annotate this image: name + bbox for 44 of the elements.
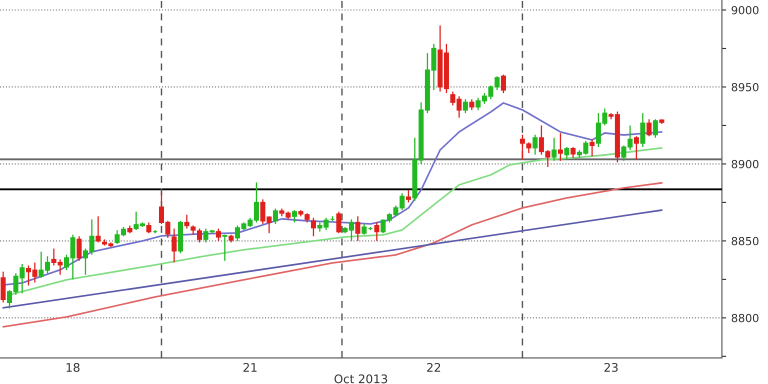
candlestick <box>76 236 82 262</box>
candlestick <box>640 112 646 148</box>
candlestick <box>532 134 538 156</box>
candlestick <box>222 234 228 262</box>
candlestick <box>190 224 196 236</box>
candlestick <box>272 208 278 225</box>
candlestick <box>172 228 177 264</box>
candlestick <box>216 228 221 242</box>
x-axis-title: Oct 2013 <box>334 374 388 384</box>
candlestick <box>96 216 101 244</box>
candlestick <box>0 271 6 304</box>
candlestick <box>634 136 639 160</box>
candlestick <box>564 146 570 160</box>
line-series <box>2 182 663 328</box>
y-tick-label: 8800 <box>732 314 758 322</box>
candlestick <box>310 217 316 237</box>
candlestick <box>462 98 468 114</box>
candlestick <box>336 211 342 234</box>
candlestick <box>469 98 474 111</box>
candlestick <box>500 74 506 94</box>
candlestick <box>526 142 532 154</box>
y-tick-label: 9000 <box>732 6 758 14</box>
candlestick <box>590 138 595 157</box>
candlestick <box>292 209 297 224</box>
candlestick <box>646 118 652 137</box>
x-tick-label: 23 <box>604 362 618 372</box>
x-tick-label: 18 <box>66 362 80 372</box>
x-tick-label: 21 <box>243 362 257 372</box>
candlestick <box>196 228 202 244</box>
candlestick <box>652 118 658 138</box>
candlestick <box>362 223 367 236</box>
candlestick <box>406 189 411 204</box>
candlestick <box>520 134 525 160</box>
candlestick <box>355 216 360 242</box>
x-tick-label: 22 <box>427 362 440 372</box>
candlestick <box>184 214 190 230</box>
candlestick <box>558 132 563 162</box>
candlestick <box>374 222 380 242</box>
y-tick-label: 8900 <box>732 160 758 168</box>
candlestick <box>146 222 152 234</box>
y-tick-label: 8850 <box>732 236 758 246</box>
candlestick <box>570 146 576 158</box>
candlestick <box>552 137 557 162</box>
y-tick-label: 8950 <box>732 82 758 92</box>
